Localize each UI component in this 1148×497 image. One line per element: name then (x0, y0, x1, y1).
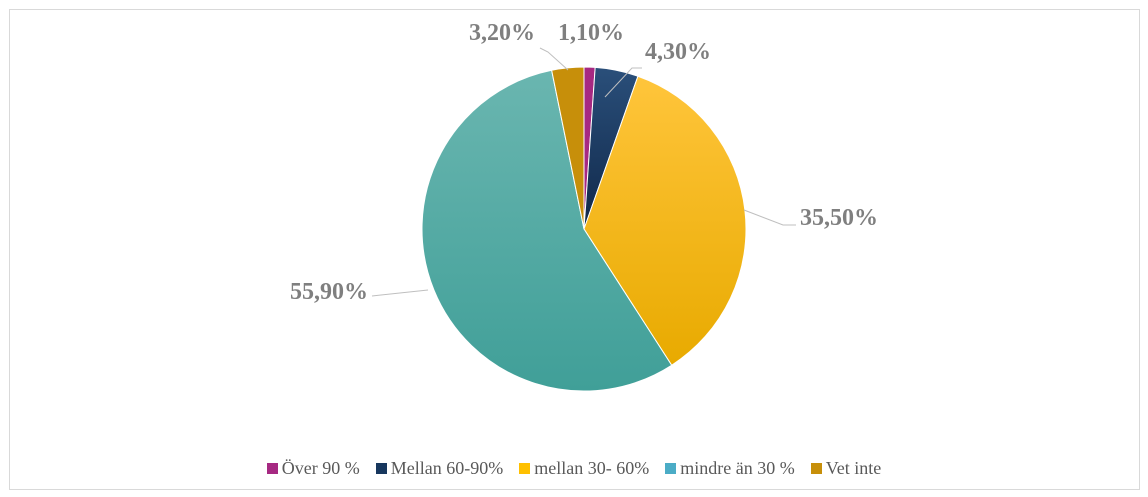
leader-line (743, 209, 796, 226)
legend-item-vet-inte: Vet inte (810, 457, 882, 479)
data-label: 55,90% (290, 279, 368, 305)
legend-swatch (375, 462, 387, 474)
legend-label: Över 90 % (281, 457, 360, 478)
leader-line (539, 47, 569, 71)
legend-swatch (810, 462, 822, 474)
legend-label: Vet inte (825, 457, 882, 478)
legend-swatch (519, 462, 531, 474)
legend-swatch (266, 462, 278, 474)
legend-item-mindre-30: mindre än 30 % (665, 457, 795, 479)
legend-item-over-90: Över 90 % (266, 457, 360, 479)
slice-mindre-30 (421, 69, 673, 392)
legend-item-mellan-60-90: Mellan 60-90% (375, 457, 504, 479)
legend-label: mindre än 30 % (680, 457, 795, 478)
data-labels: 1,10% 4,30% 35,50% 55,90% 3,20% (290, 20, 878, 305)
legend: Över 90 % Mellan 60-90% mellan 30- 60% m… (0, 456, 1148, 480)
legend-label: Mellan 60-90% (390, 457, 504, 478)
legend-swatch (665, 462, 677, 474)
pie-slices (421, 66, 747, 392)
leader-line (604, 67, 642, 98)
slice-vet-inte (551, 66, 585, 230)
data-label: 3,20% (469, 20, 535, 46)
data-label: 4,30% (645, 39, 711, 65)
data-label: 35,50% (800, 205, 878, 231)
legend-item-mellan-30-60: mellan 30- 60% (519, 458, 649, 479)
leader-lines (371, 47, 796, 297)
legend-label: mellan 30- 60% (534, 457, 650, 478)
leader-line (371, 289, 429, 297)
data-label: 1,10% (558, 20, 624, 46)
